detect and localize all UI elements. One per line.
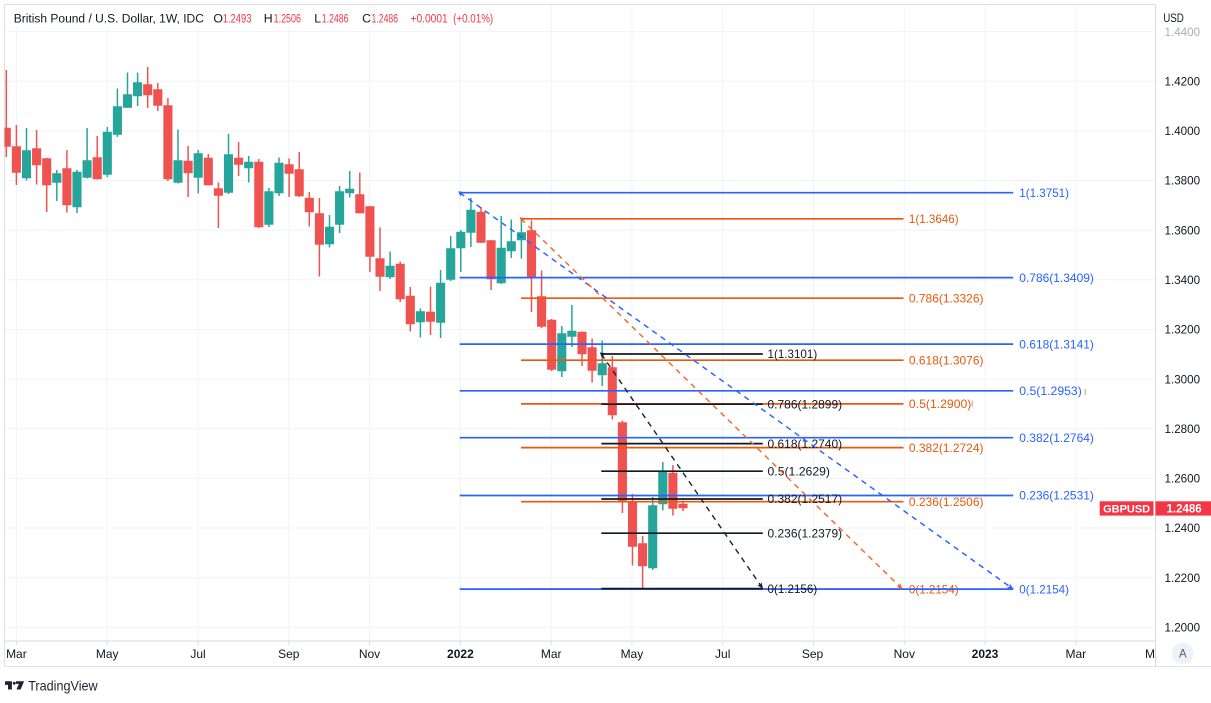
svg-text:Nov: Nov: [894, 647, 915, 661]
svg-text:C: C: [362, 12, 371, 26]
svg-text:1(1.3751): 1(1.3751): [1019, 186, 1069, 200]
svg-text:Nov: Nov: [359, 647, 380, 661]
svg-text:0.382(1.2724): 0.382(1.2724): [909, 441, 984, 455]
svg-text:0.236(1.2506): 0.236(1.2506): [909, 495, 984, 509]
svg-text:A: A: [1179, 649, 1187, 661]
svg-text:H: H: [264, 12, 273, 26]
svg-text:2022: 2022: [447, 647, 474, 661]
svg-text:1(1.3101): 1(1.3101): [768, 347, 818, 361]
svg-text:1.2486: 1.2486: [372, 12, 399, 26]
svg-text:Jul: Jul: [190, 647, 205, 661]
svg-text:(+0.01%): (+0.01%): [453, 12, 493, 26]
svg-text:Mar: Mar: [6, 647, 27, 661]
svg-text:1.4400: 1.4400: [1165, 25, 1201, 39]
svg-text:O: O: [213, 12, 223, 26]
svg-text:L: L: [314, 12, 321, 26]
svg-text:0.236(1.2531): 0.236(1.2531): [1019, 489, 1094, 503]
svg-text:1.2800: 1.2800: [1165, 422, 1201, 436]
svg-text:1.2600: 1.2600: [1165, 472, 1201, 486]
svg-text:0(1.2154): 0(1.2154): [1019, 582, 1069, 596]
svg-text:Mar: Mar: [1065, 647, 1086, 661]
svg-text:Jul: Jul: [715, 647, 730, 661]
svg-text:May: May: [96, 647, 119, 661]
svg-text:USD: USD: [1163, 11, 1184, 25]
svg-text:0.5(1.2629): 0.5(1.2629): [768, 464, 831, 478]
svg-text:Mar: Mar: [541, 647, 562, 661]
svg-text:1.3000: 1.3000: [1165, 372, 1201, 386]
svg-text:1.4200: 1.4200: [1165, 75, 1201, 89]
svg-text:1.3200: 1.3200: [1165, 323, 1201, 337]
svg-text:M: M: [1145, 647, 1155, 661]
svg-text:0.5(1.2900): 0.5(1.2900): [909, 397, 972, 411]
svg-text:1.3800: 1.3800: [1165, 174, 1201, 188]
svg-text:1.2200: 1.2200: [1165, 571, 1201, 585]
svg-text:Sep: Sep: [802, 647, 824, 661]
svg-text:0.786(1.3409): 0.786(1.3409): [1019, 271, 1094, 285]
svg-text:1.2493: 1.2493: [223, 12, 252, 26]
svg-text:0.5(1.2953): 0.5(1.2953): [1019, 384, 1081, 398]
svg-text:0.236(1.2379): 0.236(1.2379): [768, 526, 843, 540]
svg-text:1.2506: 1.2506: [274, 12, 302, 26]
svg-text:0.786(1.2899): 0.786(1.2899): [768, 397, 843, 411]
svg-text:1.3400: 1.3400: [1165, 273, 1201, 287]
svg-text:1(1.3646): 1(1.3646): [909, 212, 959, 226]
svg-text:0.618(1.2740): 0.618(1.2740): [768, 437, 843, 451]
svg-text:0.618(1.3141): 0.618(1.3141): [1019, 337, 1094, 351]
svg-text:0(1.2156): 0(1.2156): [768, 582, 818, 596]
svg-text:TradingView: TradingView: [28, 678, 98, 693]
svg-text:1.2000: 1.2000: [1165, 621, 1201, 635]
svg-text:+0.0001: +0.0001: [411, 12, 448, 26]
svg-text:1.2486: 1.2486: [322, 12, 349, 26]
svg-text:2023: 2023: [972, 647, 999, 661]
svg-text:May: May: [621, 647, 644, 661]
svg-text:0.786(1.3326): 0.786(1.3326): [909, 291, 984, 305]
svg-text:GBPUSD: GBPUSD: [1103, 503, 1150, 515]
svg-text:1.3600: 1.3600: [1165, 223, 1201, 237]
svg-text:0.618(1.3076): 0.618(1.3076): [909, 353, 984, 367]
svg-text:British Pound / U.S. Dollar, 1: British Pound / U.S. Dollar, 1W, IDC: [14, 12, 204, 26]
svg-text:0.382(1.2517): 0.382(1.2517): [768, 492, 843, 506]
svg-text:1.2400: 1.2400: [1165, 521, 1201, 535]
svg-text:1.2486: 1.2486: [1167, 503, 1202, 515]
svg-text:1.4000: 1.4000: [1165, 124, 1201, 138]
svg-text:Sep: Sep: [278, 647, 300, 661]
svg-text:0.382(1.2764): 0.382(1.2764): [1019, 431, 1094, 445]
